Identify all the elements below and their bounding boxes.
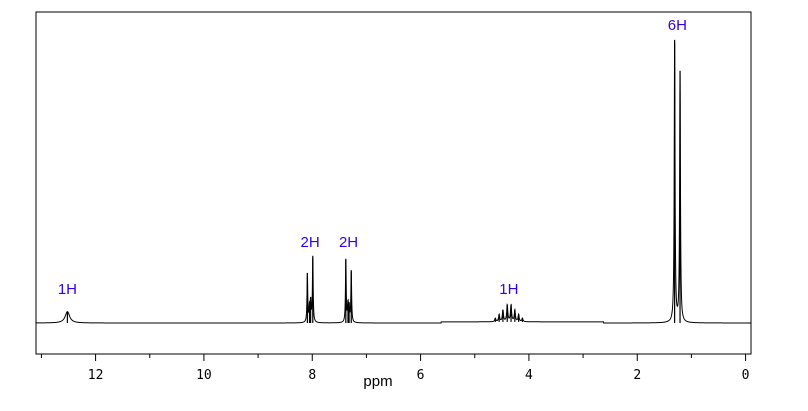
x-tick-label: 2 [633,368,641,383]
x-tick-label: 4 [525,368,533,383]
integration-label: 1H [499,281,518,298]
integration-label: 2H [300,234,319,251]
x-tick-label: 8 [308,368,316,383]
x-axis-tick-labels: 12 10 8 6 4 2 0 [88,368,750,383]
x-tick-label: 6 [417,368,425,383]
integration-labels: 1H 2H 2H 1H 6H [58,17,687,298]
integration-label: 1H [58,281,77,298]
integration-label: 2H [339,234,358,251]
plot-frame [35,11,752,355]
integration-label: 6H [668,17,687,34]
x-tick-label: 0 [742,368,750,383]
x-axis-label: ppm [363,373,392,390]
x-axis-ticks [40,354,747,361]
spectrum-baseline [35,42,751,324]
x-tick-label: 12 [88,368,104,383]
x-tick-label: 10 [196,368,212,383]
peaks-group [66,39,681,323]
